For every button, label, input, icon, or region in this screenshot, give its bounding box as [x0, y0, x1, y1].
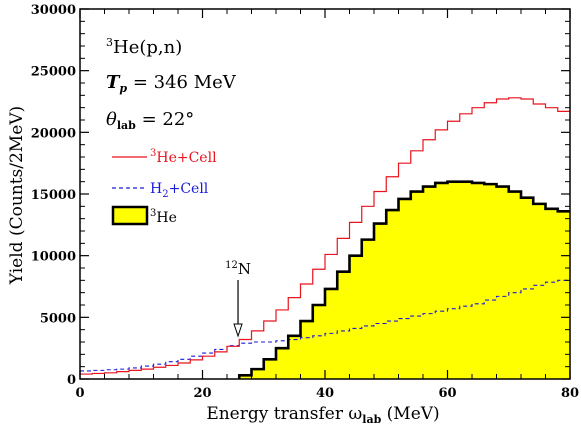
- x-axis-title: Energy transfer ωlab (MeV): [206, 404, 439, 426]
- series-3he-cell-line: [80, 97, 570, 375]
- y-tick-label: 20000: [31, 126, 76, 141]
- angle-label: θlab = 22°: [106, 109, 194, 132]
- y-tick-label: 25000: [31, 65, 76, 80]
- x-tick-label: 40: [316, 386, 334, 401]
- series-3he-fill: [80, 181, 570, 379]
- marker-12n-arrow-head: [233, 323, 243, 338]
- legend: 3He+Cell H2+Cell 3He: [111, 148, 217, 226]
- marker-12n-label: 12N: [225, 260, 251, 278]
- x-tick-label: 0: [75, 386, 84, 401]
- plot-area: [80, 97, 570, 379]
- x-tick-label: 80: [561, 386, 579, 401]
- energy-label: Tp = 346 MeV: [106, 72, 237, 95]
- y-tick-label: 15000: [31, 188, 76, 203]
- x-tick-label: 20: [193, 386, 211, 401]
- y-tick-label: 5000: [40, 311, 76, 326]
- legend-3he-label: 3He: [150, 208, 177, 226]
- y-tick-label: 0: [67, 373, 76, 388]
- y-axis-title: Yield (Counts/2MeV): [7, 106, 27, 285]
- reaction-label: 3He(p,n): [106, 36, 182, 58]
- legend-h2-cell-label: H2+Cell: [150, 181, 209, 200]
- series-3he-line: [237, 180, 570, 379]
- x-tick-label: 60: [438, 386, 456, 401]
- y-tick-label: 30000: [31, 3, 76, 18]
- y-tick-label: 10000: [31, 250, 76, 265]
- legend-3he-cell-label: 3He+Cell: [150, 148, 217, 166]
- series-h2-cell-line: [80, 279, 570, 372]
- x-axis-ticks: 0 20 40 60 80: [75, 9, 579, 401]
- x-axis-title-sub: lab: [362, 413, 381, 426]
- y-axis-ticks: 0 5000 10000 15000 20000 25000 30000: [31, 3, 570, 388]
- legend-3he-swatch: [111, 205, 149, 226]
